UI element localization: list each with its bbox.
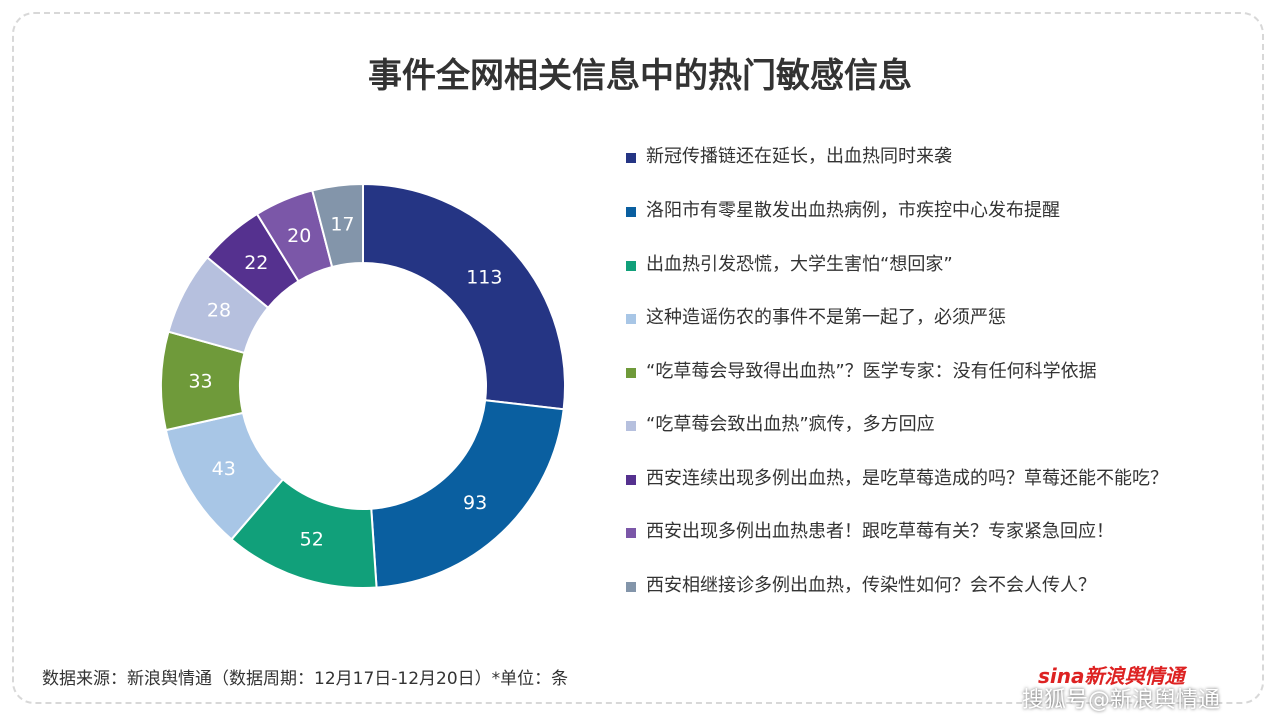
legend-swatch [626,153,636,163]
legend-swatch [626,314,636,324]
source-note: 数据来源：新浪舆情通（数据周期：12月17日-12月20日）*单位：条 [42,669,569,689]
chart: 113 93 52 43 33 28 22 20 17 [160,182,566,589]
data-label: 28 [207,299,231,321]
data-label: 93 [463,492,487,514]
legend-label: 这种造谣伤农的事件不是第一起了，必须严惩 [646,307,1006,328]
legend-label: “吃草莓会导致得出血热”？医学专家：没有任何科学依据 [646,361,1097,382]
data-label: 33 [188,370,212,392]
legend-swatch [626,421,636,431]
legend-swatch [626,207,636,217]
data-label: 22 [244,252,268,274]
wedge [370,399,565,589]
legend-label: 西安连续出现多例出血热，是吃草莓造成的吗？草莓还能不能吃？ [646,468,1168,489]
logo: sina新浪舆情通 [1038,664,1185,688]
legend-swatch [626,475,636,485]
legend-label: 西安相继接诊多例出血热，传染性如何？会不会人传人？ [646,575,1096,596]
legend-swatch [626,528,636,538]
legend-label: 出血热引发恐慌，大学生害怕“想回家” [646,254,953,275]
wedge [362,182,566,411]
data-label: 20 [287,225,311,247]
data-label: 43 [212,458,236,480]
legend-label: 洛阳市有零星散发出血热病例，市疾控中心发布提醒 [646,200,1060,221]
legend-swatch [626,582,636,592]
legend-swatch [626,261,636,271]
legend-swatch [626,368,636,378]
data-label: 17 [330,213,354,235]
watermark: 搜狐号@新浪舆情通 [1022,688,1221,713]
data-label: 113 [466,266,502,288]
chart-title: 事件全网相关信息中的热门敏感信息 [368,56,912,96]
legend-label: 新冠传播链还在延长，出血热同时来袭 [646,146,952,167]
data-label: 52 [300,529,324,551]
wedge [311,182,364,269]
legend-label: “吃草莓会致出血热”疯传，多方回应 [646,414,935,435]
legend-label: 西安出现多例出血热患者！跟吃草莓有关？专家紧急回应！ [646,521,1114,542]
frame [12,12,1264,704]
